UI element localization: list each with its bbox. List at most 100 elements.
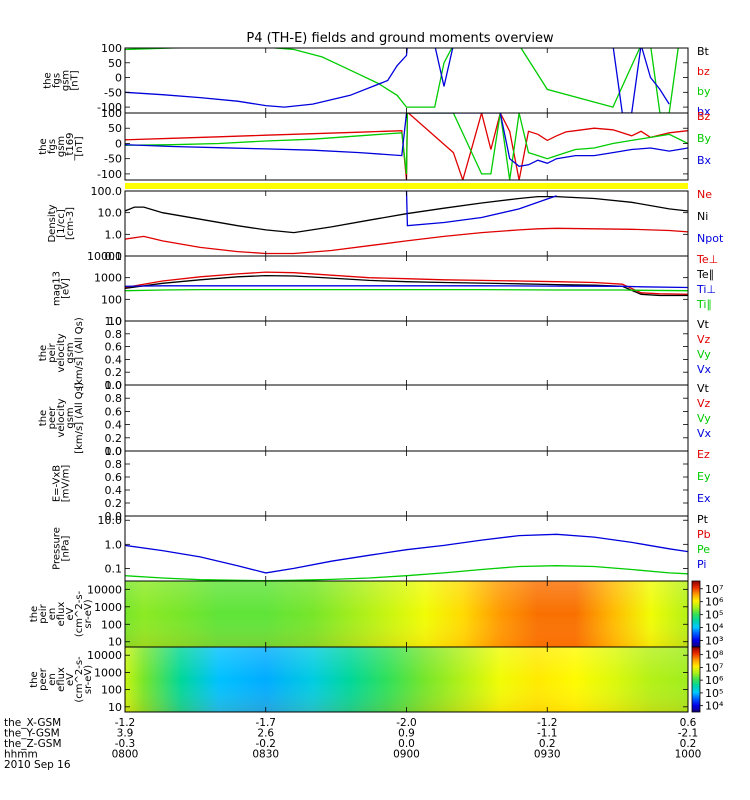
x-axis-value: 0900 bbox=[393, 749, 420, 761]
y-axis-label: the bbox=[38, 138, 49, 154]
series-line-Te⊥ bbox=[125, 271, 688, 295]
y-axis-label: [nT] bbox=[70, 70, 81, 90]
y-tick-label: 1.0 bbox=[105, 315, 123, 328]
y-axis-label: mag13 bbox=[52, 271, 63, 306]
y-tick-label: 50 bbox=[108, 122, 122, 135]
y-tick-label: -100 bbox=[97, 168, 122, 181]
y-tick-label: 100 bbox=[101, 684, 122, 697]
panel-frame bbox=[124, 450, 689, 517]
y-axis-label: [km/s] (All Qs) bbox=[74, 382, 85, 454]
x-axis-value: -0.2 bbox=[256, 738, 277, 750]
y-tick-label: -100 bbox=[97, 101, 122, 114]
x-axis-value: 0.6 bbox=[680, 717, 697, 729]
x-axis-row-label: the_Z-GSM bbox=[4, 738, 62, 750]
x-axis-value: -1.2 bbox=[537, 717, 558, 729]
legend-entry-Pb: Pb bbox=[697, 528, 711, 541]
heatmap-overlay bbox=[125, 581, 688, 647]
y-axis-label: peer bbox=[47, 406, 58, 430]
panel-temperature: 10000 1000 100 10 mag13[eV] Te⊥ Te∥ Ti⊥ Ti∥ bbox=[52, 250, 719, 328]
legend-entry-Ez: Ez bbox=[697, 448, 710, 461]
y-tick-label: 10.0 bbox=[98, 514, 123, 527]
y-tick-label: 10000 bbox=[87, 250, 122, 263]
y-tick-label: 10.0 bbox=[98, 207, 123, 220]
y-axis-label: E=-VxB bbox=[52, 465, 63, 502]
y-axis-label: (cm^2-s- bbox=[74, 590, 85, 637]
legend-entry-Vz: Vz bbox=[697, 333, 711, 346]
series-line-Bx bbox=[125, 113, 688, 167]
x-axis-row-label: the_Y-GSM bbox=[4, 728, 60, 740]
panel-peer-velocity: 1.00.80.60.40.20.0thepeervelocitygsm[km/… bbox=[38, 379, 712, 458]
y-axis-label: sr-eV) bbox=[83, 599, 94, 628]
x-axis-row-label: hhmm bbox=[4, 749, 38, 761]
y-tick-label: 10 bbox=[108, 636, 122, 649]
y-axis-label: [eV] bbox=[61, 278, 72, 299]
colorbar-tick-label: 10⁷ bbox=[705, 583, 723, 596]
panel-density: 100.0 10.0 1.0 0.1 Density[1/cc][cm-3] Ne Ni Np… bbox=[47, 185, 724, 263]
x-axis-row-label: the_X-GSM bbox=[4, 717, 61, 729]
colorbar-tick-label: 10⁵ bbox=[705, 687, 723, 700]
y-tick-label: 1.0 bbox=[105, 445, 123, 458]
legend-entry-By: By bbox=[697, 132, 712, 145]
y-axis-label: _t169 bbox=[65, 132, 76, 161]
figure-title: P4 (TH-E) fields and ground moments over… bbox=[246, 31, 554, 46]
y-tick-label: 0.0 bbox=[105, 379, 123, 392]
y-tick-label: 1000 bbox=[94, 666, 122, 679]
y-axis-label: the bbox=[29, 671, 40, 687]
x-axis-value: -1.2 bbox=[115, 717, 136, 729]
legend-entry-Te∥: Te∥ bbox=[696, 268, 714, 281]
x-axis-value: 2.6 bbox=[257, 728, 274, 740]
y-tick-label: 0.6 bbox=[105, 341, 123, 354]
x-axis-value: 0.9 bbox=[398, 728, 415, 740]
y-axis-label: Pressure bbox=[52, 527, 63, 570]
y-tick-label: 100 bbox=[101, 42, 122, 55]
y-tick-label: 1.0 bbox=[105, 538, 123, 551]
y-tick-label: 100 bbox=[101, 618, 122, 631]
legend-entry-Ti⊥: Ti⊥ bbox=[696, 283, 716, 296]
x-axis-value: 0830 bbox=[252, 749, 279, 761]
series-line-Te∥ bbox=[125, 274, 688, 297]
y-tick-label: 0.6 bbox=[105, 471, 123, 484]
x-axis-value: 0.2 bbox=[539, 738, 556, 750]
y-tick-label: 0.1 bbox=[105, 562, 123, 575]
panel-frame bbox=[124, 255, 689, 322]
y-axis-label: [cm-3] bbox=[65, 207, 76, 240]
legend-entry-Vt: Vt bbox=[697, 382, 710, 395]
y-tick-label: 100.0 bbox=[91, 185, 123, 198]
y-tick-label: 0.8 bbox=[105, 458, 123, 471]
y-axis-label: [mV/m] bbox=[61, 465, 72, 503]
series-line-By bbox=[125, 113, 688, 180]
panels: 100500-50-100thefgsgsm[nT]Btbzbybx100500… bbox=[29, 42, 724, 714]
y-axis-label: [km/s] (All Qs) bbox=[74, 317, 85, 389]
y-axis-label: gsm bbox=[56, 136, 67, 157]
colorbar-tick-label: 10⁸ bbox=[705, 649, 724, 662]
legend-entry-Bz: Bz bbox=[697, 110, 711, 123]
legend-entry-Pi: Pi bbox=[697, 558, 706, 571]
legend-entry-Npot: Npot bbox=[697, 232, 724, 245]
y-axis-label: eflux bbox=[56, 602, 67, 627]
legend-entry-Pe: Pe bbox=[697, 543, 710, 556]
y-tick-label: 1000 bbox=[94, 272, 122, 285]
y-axis-label: the bbox=[38, 345, 49, 361]
legend-entry-Vt: Vt bbox=[697, 318, 710, 331]
y-tick-label: 0.1 bbox=[105, 250, 123, 263]
x-axis-value: 0800 bbox=[112, 749, 139, 761]
y-axis-label: en bbox=[47, 673, 58, 686]
y-axis-label: gsm bbox=[65, 407, 76, 428]
legend-entry-Ey: Ey bbox=[697, 470, 711, 483]
panel-peir-velocity: 1.00.80.60.40.20.0thepeirvelocitygsm[km/… bbox=[38, 315, 712, 392]
legend-entry-Bt: Bt bbox=[697, 45, 710, 58]
y-axis-label: (cm^2-s- bbox=[74, 656, 85, 703]
legend-entry-Vx: Vx bbox=[697, 427, 712, 440]
y-tick-label: 0.6 bbox=[105, 405, 123, 418]
y-axis-label: the bbox=[43, 72, 54, 88]
legend-entry-Bx: Bx bbox=[697, 154, 712, 167]
legend-entry-Ex: Ex bbox=[697, 492, 711, 505]
y-tick-label: 10000 bbox=[87, 583, 122, 596]
series-line-Ne bbox=[125, 227, 688, 255]
y-axis-label: Density bbox=[47, 204, 58, 242]
colorbar-tick-label: 10⁵ bbox=[705, 609, 723, 622]
panel-frame bbox=[124, 515, 689, 582]
heatmap-overlay bbox=[125, 647, 688, 712]
